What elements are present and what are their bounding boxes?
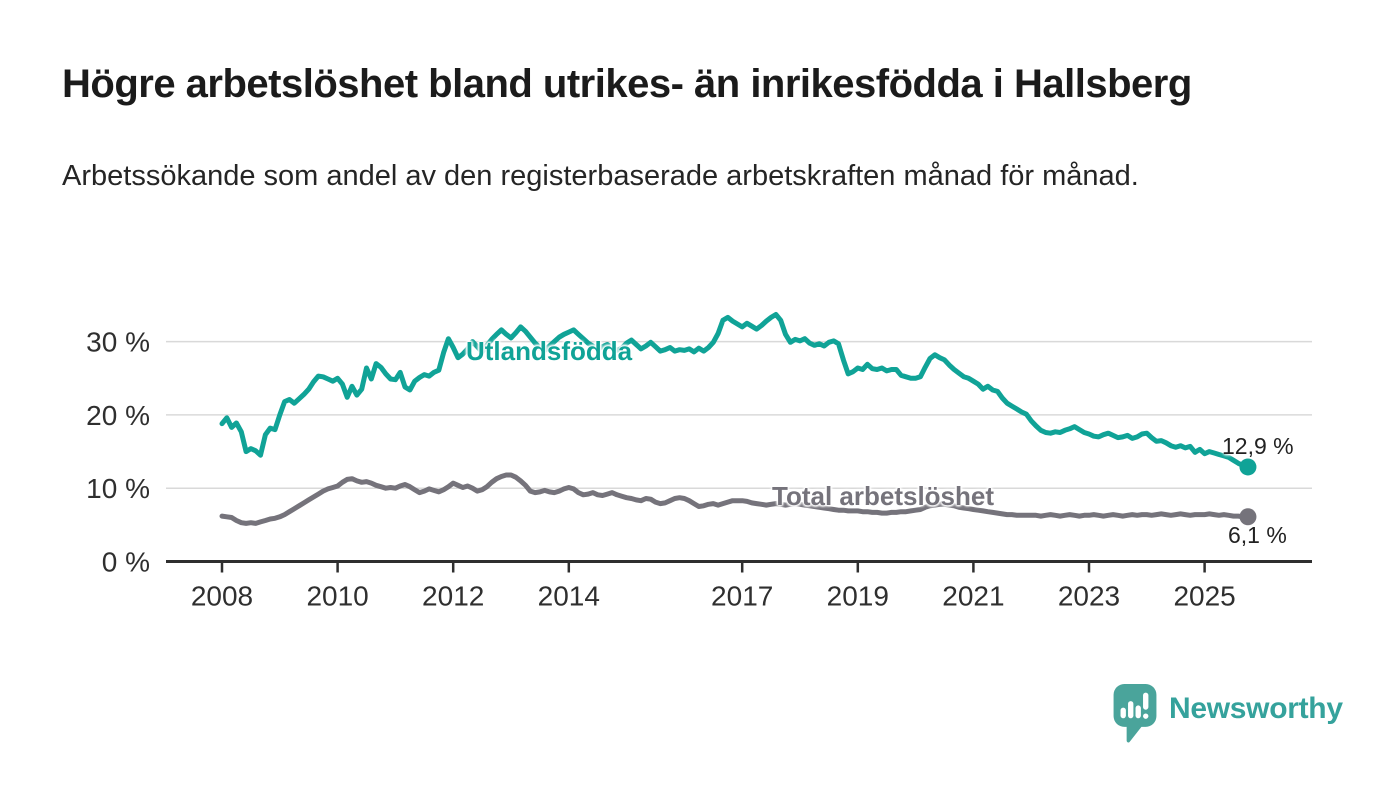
chart-subtitle: Arbetssökande som andel av den registerb… [62,160,1139,192]
x-axis-label-2017: 2017 [711,581,773,612]
y-axis-label-20: 20 % [86,400,150,431]
newsworthy-branding: Newsworthy [1112,684,1343,744]
x-axis-label-2008: 2008 [191,581,253,612]
page-title: Högre arbetslöshet bland utrikes- än inr… [62,62,1192,106]
end-value-label-total: 6,1 % [1228,522,1287,548]
end-value-label-utlandsfodda: 12,9 % [1222,433,1294,459]
y-axis-label-0: 0 % [102,547,150,578]
x-axis-label-2025: 2025 [1173,581,1235,612]
x-axis-label-2023: 2023 [1058,581,1120,612]
series-end-dot-total [1239,508,1257,526]
series-label-utlandsfodda: Utlandsfödda [466,336,633,366]
bar-chart-speech-bubble-icon [1113,684,1157,743]
y-axis-label-10: 10 % [86,473,150,504]
x-axis-label-2010: 2010 [306,581,368,612]
x-axis-label-2014: 2014 [538,581,600,612]
y-axis-label-30: 30 % [86,327,150,358]
x-axis-label-2019: 2019 [827,581,889,612]
series-line-total [219,472,1251,526]
series-line-utlandsfodda [219,312,1251,470]
x-axis-label-2021: 2021 [942,581,1004,612]
series-end-dot-utlandsfodda [1239,458,1257,476]
newsworthy-wordmark: Newsworthy [1169,692,1343,725]
x-axis-label-2012: 2012 [422,581,484,612]
series-label-total-arbetsloshet: Total arbetslöshet [772,481,995,511]
